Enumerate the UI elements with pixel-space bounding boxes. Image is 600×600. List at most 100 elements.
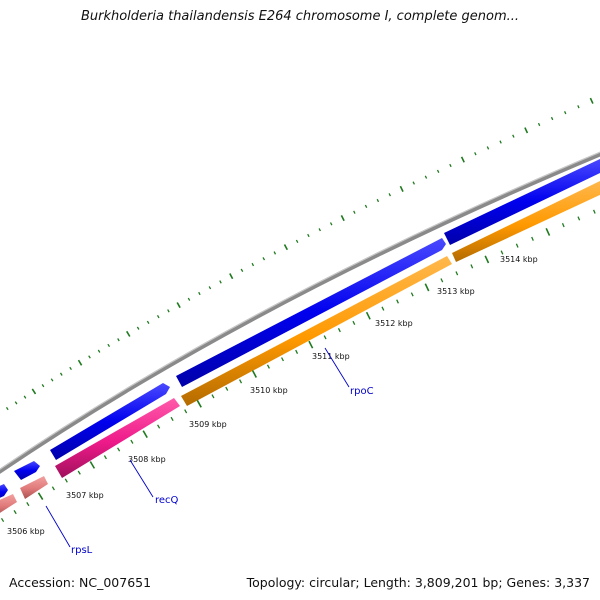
gene-rpsL bbox=[20, 476, 48, 499]
minor-tick bbox=[486, 146, 490, 150]
tick-label: 3509 kbp bbox=[189, 420, 227, 429]
minor-tick bbox=[561, 223, 565, 228]
minor-tick bbox=[337, 328, 341, 333]
minor-tick bbox=[130, 439, 134, 444]
major-tick bbox=[229, 273, 234, 280]
minor-tick bbox=[41, 384, 45, 388]
recQ-leader bbox=[129, 459, 154, 498]
minor-tick bbox=[219, 280, 222, 284]
minor-tick bbox=[388, 193, 391, 197]
minor-tick bbox=[146, 320, 150, 325]
rpoC-leader bbox=[324, 347, 350, 388]
major-tick bbox=[524, 127, 529, 134]
backbone-arc bbox=[0, 151, 600, 474]
minor-tick bbox=[323, 335, 327, 340]
inner-tick-ring bbox=[0, 209, 596, 523]
minor-tick bbox=[295, 239, 299, 243]
minor-tick bbox=[500, 250, 504, 255]
minor-tick bbox=[5, 406, 9, 411]
minor-tick bbox=[396, 299, 399, 304]
minor-tick bbox=[440, 278, 444, 283]
minor-tick bbox=[64, 478, 68, 483]
minor-tick bbox=[117, 447, 121, 452]
accession-text: Accession: NC_007651 bbox=[9, 575, 152, 590]
minor-tick bbox=[307, 233, 310, 238]
minor-tick bbox=[449, 163, 452, 168]
tick-label: 3508 kbp bbox=[128, 455, 166, 464]
major-tick bbox=[484, 255, 490, 264]
minor-tick bbox=[103, 455, 107, 460]
minor-tick bbox=[381, 306, 385, 311]
minor-tick bbox=[156, 314, 160, 319]
major-tick bbox=[460, 156, 465, 163]
tick-label: 3512 kbp bbox=[375, 319, 413, 328]
minor-tick bbox=[239, 379, 243, 384]
cds-arrow bbox=[444, 158, 600, 245]
major-tick bbox=[589, 97, 594, 104]
major-tick bbox=[142, 430, 148, 439]
minor-tick bbox=[251, 262, 255, 267]
cds-arrow bbox=[0, 484, 8, 498]
tick-label: 3510 kbp bbox=[250, 386, 288, 395]
major-tick bbox=[31, 388, 37, 395]
tick-label: 3513 kbp bbox=[437, 287, 475, 296]
minor-tick bbox=[184, 409, 188, 414]
tick-label: 3514 kbp bbox=[500, 255, 538, 264]
major-tick bbox=[545, 227, 551, 236]
minor-tick bbox=[59, 372, 63, 376]
rpsL-leader bbox=[45, 505, 71, 548]
gene-rpoC bbox=[181, 256, 452, 406]
cds-arrow bbox=[176, 238, 446, 387]
minor-tick bbox=[273, 251, 277, 255]
gene-label-rpsL[interactable]: rpsL bbox=[71, 545, 93, 556]
minor-tick bbox=[531, 236, 534, 241]
minor-tick bbox=[537, 122, 541, 127]
major-tick bbox=[176, 302, 181, 309]
minor-tick bbox=[470, 264, 474, 269]
backbone-arc-highlight bbox=[0, 151, 600, 470]
minor-tick bbox=[577, 216, 581, 221]
major-tick bbox=[126, 330, 131, 337]
kbp-tick-labels: 3506 kbp 3507 kbp 3508 kbp 3509 kbp 3510… bbox=[7, 255, 538, 536]
major-tick bbox=[283, 244, 289, 251]
minor-tick bbox=[364, 204, 368, 208]
minor-tick bbox=[592, 209, 596, 214]
gene-recQ bbox=[55, 398, 180, 478]
minor-tick bbox=[512, 134, 515, 138]
forward-cds-track bbox=[0, 158, 600, 498]
major-tick bbox=[77, 359, 83, 366]
minor-tick bbox=[167, 309, 170, 313]
minor-tick bbox=[77, 470, 81, 475]
minor-tick bbox=[240, 268, 244, 273]
major-tick bbox=[399, 185, 404, 192]
minor-tick bbox=[69, 366, 72, 371]
cds-arrow bbox=[14, 461, 40, 480]
major-tick bbox=[37, 492, 44, 501]
genome-summary-text: Topology: circular; Length: 3,809,201 bp… bbox=[246, 575, 590, 590]
minor-tick bbox=[412, 181, 415, 185]
minor-tick bbox=[211, 394, 215, 399]
minor-tick bbox=[436, 169, 440, 173]
outer-tick-ring bbox=[5, 97, 594, 411]
minor-tick bbox=[577, 105, 580, 109]
minor-tick bbox=[14, 401, 18, 405]
minor-tick bbox=[515, 243, 519, 248]
minor-tick bbox=[499, 140, 502, 144]
minor-tick bbox=[198, 291, 201, 296]
gene-label-recQ[interactable]: recQ bbox=[155, 495, 179, 506]
major-tick bbox=[196, 399, 202, 408]
gene-label-rpoC[interactable]: rpoC bbox=[350, 386, 374, 397]
minor-tick bbox=[13, 510, 17, 515]
minor-tick bbox=[88, 355, 91, 359]
minor-tick bbox=[295, 349, 299, 354]
major-tick bbox=[308, 340, 314, 349]
minor-tick bbox=[474, 152, 477, 156]
tick-label: 3506 kbp bbox=[7, 527, 45, 536]
cds-arrow bbox=[50, 383, 170, 460]
minor-tick bbox=[170, 416, 174, 422]
minor-tick bbox=[262, 257, 266, 261]
minor-tick bbox=[410, 292, 414, 297]
minor-tick bbox=[424, 175, 428, 179]
minor-tick bbox=[281, 357, 284, 362]
